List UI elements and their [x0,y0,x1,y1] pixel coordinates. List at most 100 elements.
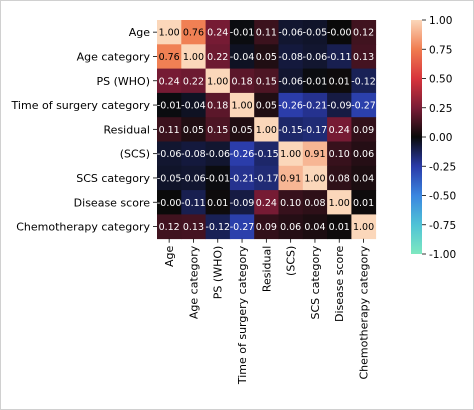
cell-value-label: 1.00 [183,52,204,63]
heatmap-cell-r7-c1 [181,190,206,215]
cell-value-label: 0.91 [280,173,301,184]
cell-value-label: -0.05 [157,173,182,184]
heatmap-cell-r1-c2 [205,44,231,69]
cell-value-label: -0.00 [327,28,352,39]
heatmap-cell-r8-c3 [229,214,255,240]
column-label-scs: (SCS) [285,246,298,276]
cell-value-label: 0.24 [329,125,350,136]
cell-value-label: -0.06 [157,149,182,160]
heatmap-cell-r3-c6 [302,92,328,118]
heatmap-cell-r4-c0 [157,117,182,142]
heatmap-cell-r4-c5 [278,117,304,142]
heatmap-cell-r4-c1 [181,117,206,142]
cell-value-label: 0.18 [231,76,252,87]
heatmap-cell-r5-c6 [302,141,328,167]
heatmap-cell-r5-c1 [181,141,206,167]
heatmap-cell-r2-c4 [254,68,279,94]
heatmap-cell-r5-c2 [205,141,231,167]
row-label-scs-category: SCS category [76,172,150,185]
row-label-age: Age [129,26,151,39]
heatmap-cell-r0-c8 [351,20,377,45]
cell-value-label: 1.00 [256,125,277,136]
heatmap-cell-r2-c3 [229,68,255,94]
cell-value-label: 0.76 [159,52,180,63]
row-label-chemotherapy-category: Chemotherapy category [16,221,150,234]
heatmap-cell-r4-c6 [302,117,328,142]
heatmap-cell-r0-c5 [278,20,304,45]
cell-value-label: 1.00 [231,101,252,112]
cell-value-label: -0.00 [157,198,182,209]
heatmap-cell-r6-c3 [229,165,255,191]
colorbar-tick-label: -0.75 [429,220,456,232]
column-label-disease-score: Disease score [333,245,346,322]
heatmap-cell-r2-c7 [327,68,352,94]
cell-value-label: 0.15 [207,125,228,136]
colorbar-tick-label: -0.50 [429,191,456,203]
heatmap-cell-r3-c4 [254,92,279,118]
cell-value-label: 0.05 [231,125,252,136]
heatmap-cell-r2-c6 [302,68,328,94]
cell-value-label: -0.06 [278,76,303,87]
heatmap-cell-r6-c1 [181,165,206,191]
row-label-residual: Residual [104,123,150,136]
cell-value-label: 0.01 [329,76,350,87]
cell-value-label: 0.04 [353,173,374,184]
row-label-age-category: Age category [77,50,151,63]
cell-value-label: 0.10 [280,198,301,209]
cell-value-label: 0.22 [183,76,204,87]
heatmap-cell-r3-c1 [181,92,206,118]
cell-value-label: 0.13 [183,222,204,233]
cell-value-label: 1.00 [329,198,350,209]
heatmap-cell-r4-c2 [205,117,231,142]
heatmap-cell-r6-c6 [302,165,328,191]
heatmap-cell-r6-c7 [327,165,352,191]
cell-value-label: 0.11 [256,28,277,39]
column-label-age-category: Age category [187,245,200,319]
cell-value-label: 0.05 [256,52,277,63]
heatmap-cell-r6-c8 [351,165,377,191]
heatmap-cell-r6-c2 [205,165,231,191]
heatmap-cell-r2-c5 [278,68,304,94]
heatmap-cell-r8-c5 [278,214,304,240]
cell-value-label: 1.00 [207,76,228,87]
cell-value-label: 0.15 [256,76,277,87]
heatmap-cell-r1-c6 [302,44,328,69]
cell-value-label: 0.04 [304,222,325,233]
heatmap-cell-r1-c1 [181,44,206,69]
cell-value-label: -0.15 [254,149,279,160]
cell-value-label: 0.10 [329,149,350,160]
heatmap-cell-r7-c2 [205,190,231,215]
column-label-chemotherapy-category: Chemotherapy category [358,245,371,379]
cell-value-label: -0.06 [278,28,303,39]
colorbar-gradient [411,20,422,254]
heatmap-cell-r5-c4 [254,141,279,167]
cell-value-label: 1.00 [353,222,374,233]
colorbar-tick-label: 0.00 [429,132,452,144]
column-label-scs-category: SCS category [309,245,322,319]
heatmap-cell-r1-c0 [157,44,182,69]
cell-value-label: -0.21 [303,101,328,112]
cell-value-label: 0.76 [183,28,204,39]
cell-value-label: 1.00 [280,149,301,160]
heatmap-cell-r6-c5 [278,165,304,191]
heatmap-cells: 1.00 0.76 0.24 -0.01 0.11 -0.06 -0.05 -0.00 0.12… [157,20,377,240]
cell-value-label: -0.09 [230,198,255,209]
heatmap-cell-r8-c6 [302,214,328,240]
heatmap-cell-r3-c0 [157,92,182,118]
cell-value-label: 0.01 [207,198,228,209]
cell-value-label: 0.12 [159,222,180,233]
cell-value-label: -0.12 [205,222,230,233]
cell-value-label: -0.06 [303,52,328,63]
cell-value-label: -0.17 [254,173,279,184]
heatmap-cell-r7-c7 [327,190,352,215]
cell-value-label: 0.24 [256,198,277,209]
cell-value-label: -0.21 [230,173,255,184]
heatmap-cell-r3-c8 [351,92,377,118]
cell-value-label: 0.12 [353,28,374,39]
heatmap-cell-r0-c6 [302,20,328,45]
cell-value-label: -0.17 [303,125,328,136]
cell-value-label: 0.24 [207,28,228,39]
row-labels: Age Age category PS (WHO) Time of surgery c… [11,26,157,234]
heatmap-cell-r1-c7 [327,44,352,69]
heatmap-cell-r7-c8 [351,190,377,215]
